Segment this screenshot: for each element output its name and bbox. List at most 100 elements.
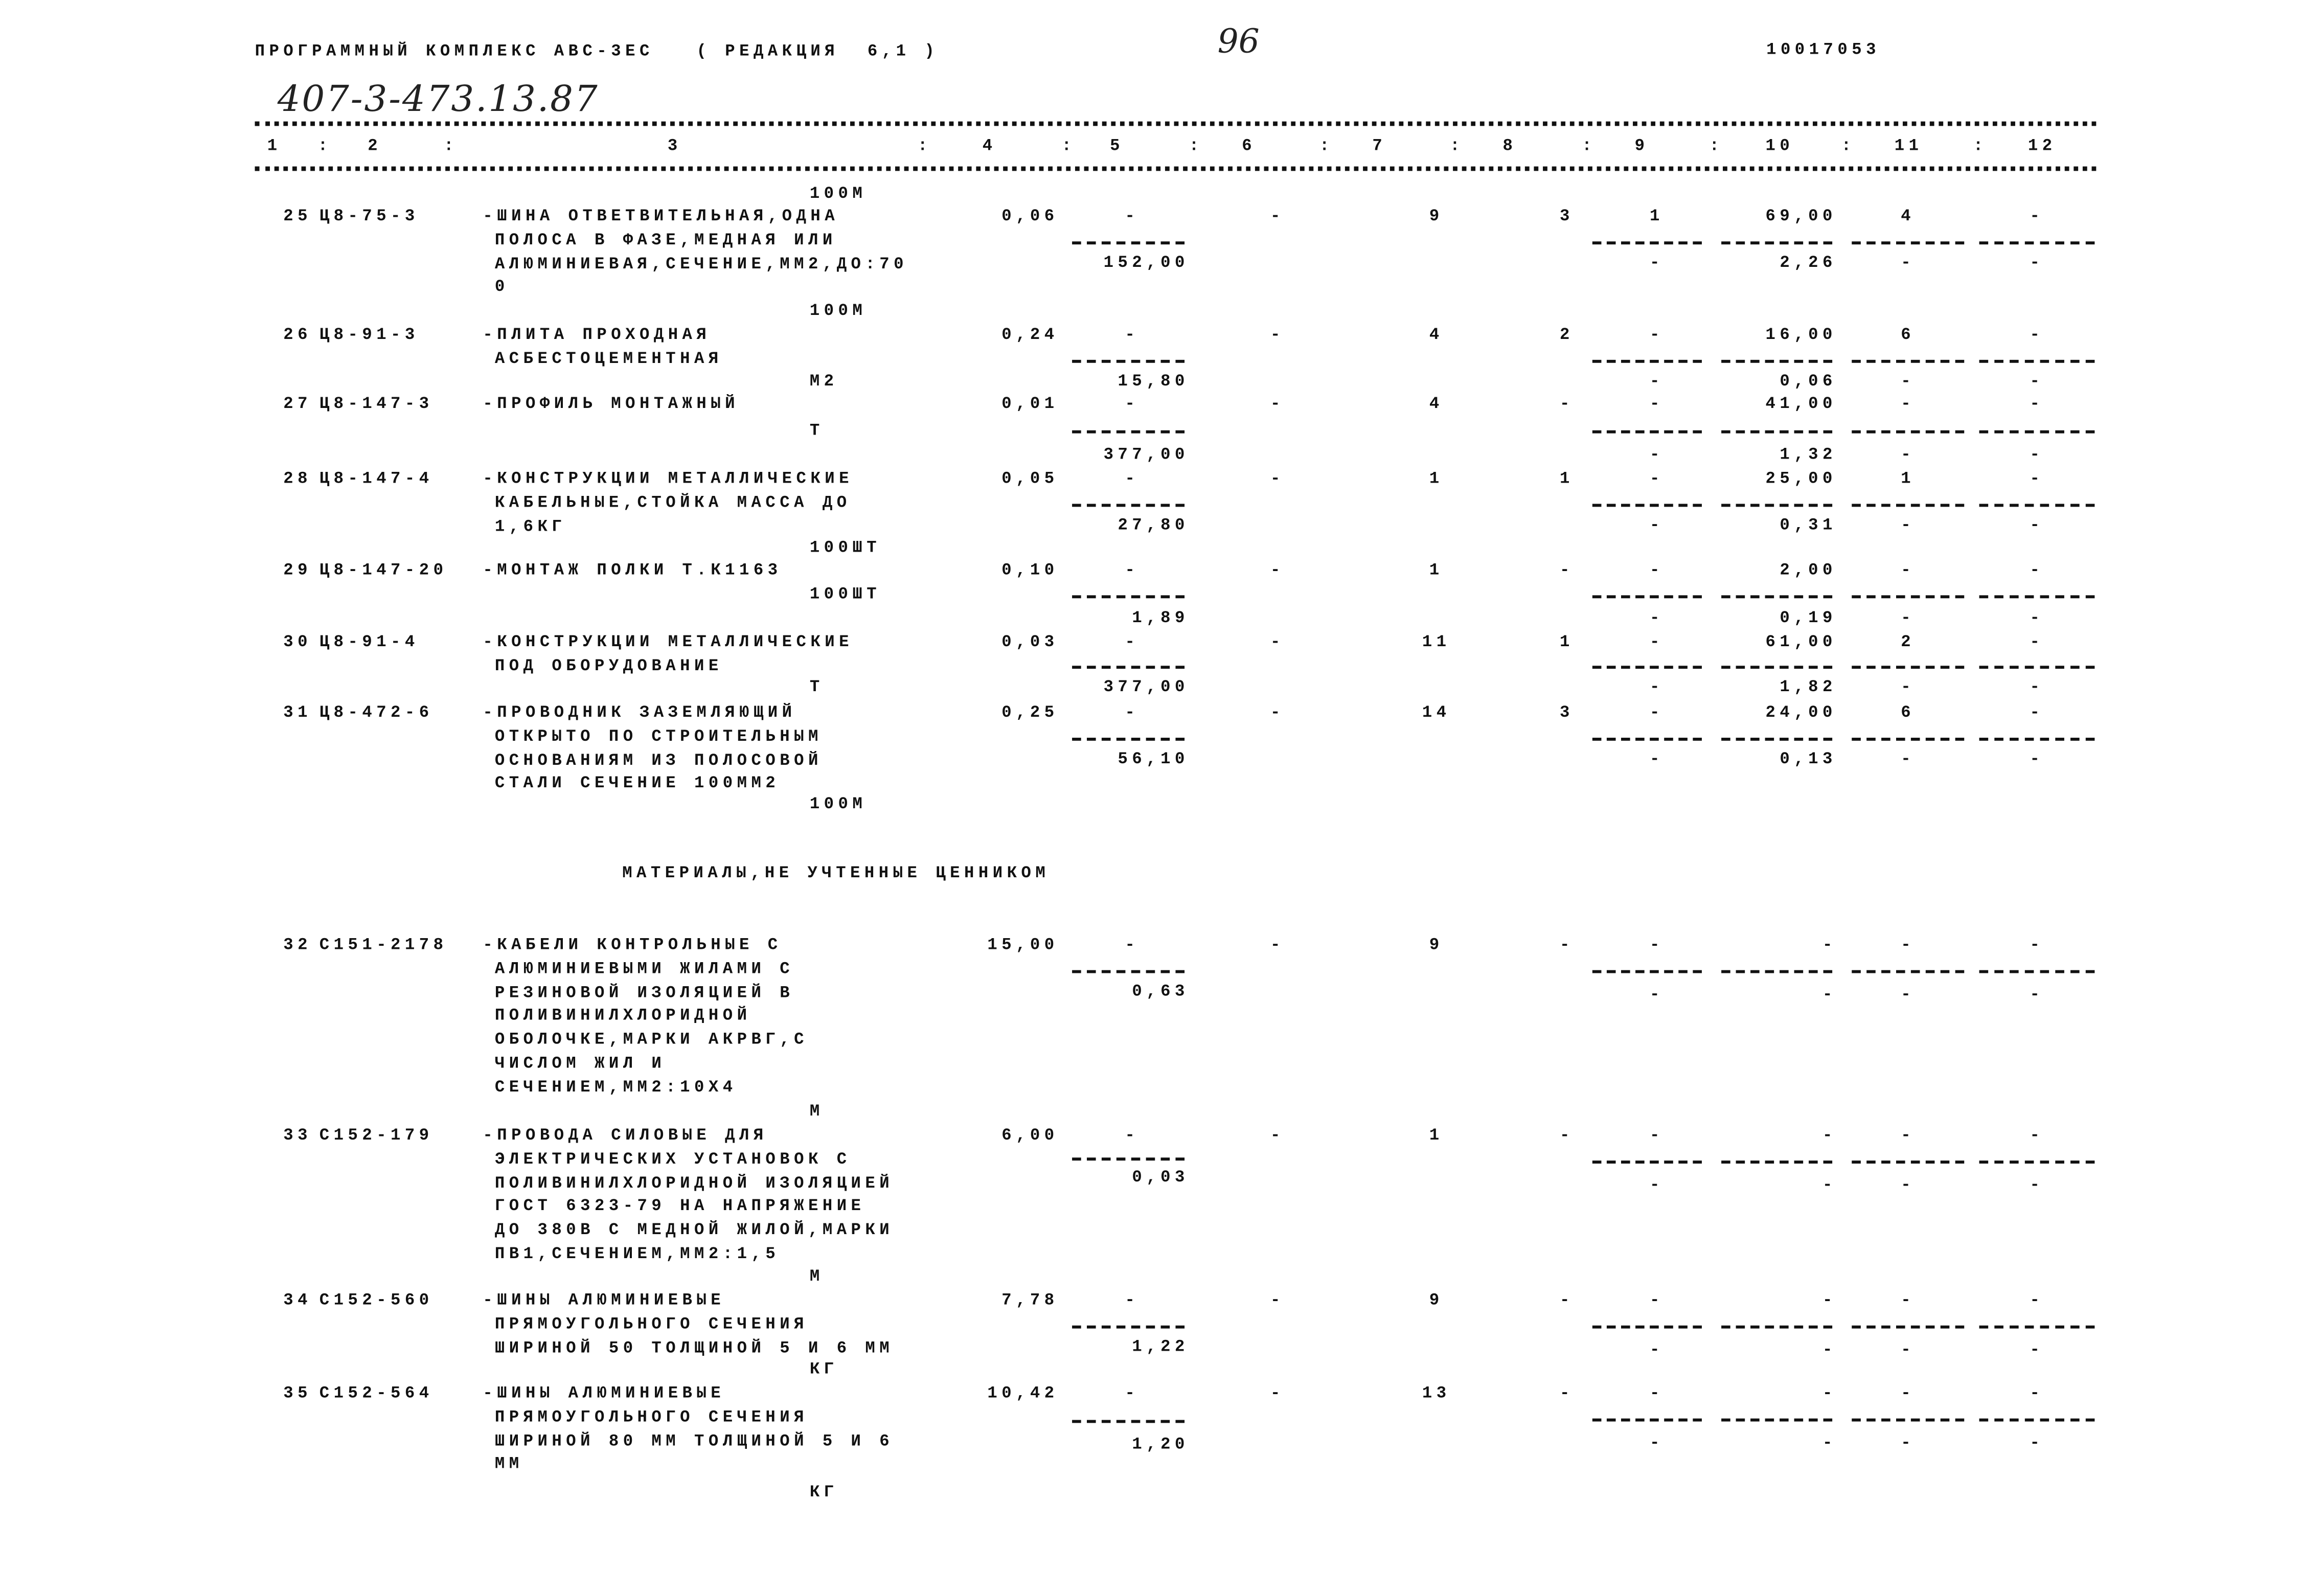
item-description-line: -КАБЕЛИ КОНТРОЛЬНЫЕ С — [483, 937, 782, 955]
col9-value: - — [1649, 396, 1664, 414]
item-code: Ц8-147-4 — [319, 470, 434, 489]
col9-bottom-value: - — [1649, 373, 1664, 392]
col5-bottom-value: 152,00 — [1103, 255, 1189, 273]
col9-divider — [1592, 503, 1702, 506]
col6-value: - — [1270, 937, 1285, 955]
item-number: 34 — [283, 1292, 312, 1311]
col11-value: - — [1901, 937, 1916, 955]
col9-divider — [1592, 1161, 1702, 1164]
item-description-line: ЭЛЕКТРИЧЕСКИХ УСТАНОВОК С — [494, 1151, 851, 1170]
col12-value: - — [2030, 470, 2044, 489]
col9-divider — [1592, 1325, 1702, 1329]
item-description-line: -МОНТАЖ ПОЛКИ Т.К1163 — [483, 562, 782, 581]
item-unit: 100ШТ — [809, 586, 881, 604]
col11-value: 1 — [1901, 470, 1916, 489]
col9-bottom-value: - — [1649, 610, 1664, 628]
col12-divider — [1979, 1161, 2095, 1164]
col9-value: 1 — [1649, 208, 1664, 226]
col7-value: 13 — [1422, 1385, 1451, 1404]
col10-value: 2,00 — [1780, 562, 1837, 581]
item-unit: М2 — [809, 373, 838, 392]
col12-bottom-value: - — [2030, 751, 2044, 769]
col12-divider — [1979, 595, 2095, 599]
col12-value: - — [2030, 1292, 2044, 1311]
col9-divider — [1592, 737, 1702, 740]
item-description-line: ШИРИНОЙ 50 ТОЛЩИНОЙ 5 И 6 ММ — [494, 1339, 894, 1358]
col4-quantity: 0,25 — [1001, 704, 1059, 723]
col9-divider — [1592, 430, 1702, 434]
col5-value: - — [1125, 704, 1140, 723]
item-description-line: АЛЮМИНИЕВЫМИ ЖИЛАМИ С — [494, 961, 794, 979]
item-unit: 100ШТ — [809, 539, 881, 558]
item-description-line: -ШИНА ОТВЕТВИТЕЛЬНАЯ,ОДНА — [483, 208, 839, 226]
item-code: С152-179 — [319, 1127, 434, 1146]
col4-quantity: 0,10 — [1001, 562, 1059, 581]
col7-value: 11 — [1422, 634, 1451, 652]
column-number: 11 — [1894, 138, 1923, 156]
col5-divider — [1072, 1157, 1185, 1161]
column-separator: : — [917, 138, 932, 156]
item-code: С152-560 — [319, 1292, 434, 1311]
col11-bottom-value: - — [1901, 373, 1916, 392]
col12-value: - — [2030, 208, 2044, 226]
col9-bottom-value: - — [1649, 517, 1664, 536]
item-description-line: 0 — [494, 279, 509, 298]
col11-value: 6 — [1901, 327, 1916, 345]
col10-value: - — [1822, 1292, 1837, 1311]
col10-divider — [1721, 503, 1833, 506]
col11-bottom-value: - — [1901, 679, 1916, 697]
item-description-line: АСБЕСТОЦЕМЕНТНАЯ — [494, 350, 723, 369]
item-code: Ц8-472-6 — [319, 704, 434, 723]
item-number: 31 — [283, 704, 312, 723]
col5-divider — [1072, 1325, 1185, 1328]
item-description-line: ПОЛИВИНИЛХЛОРИДНОЙ ИЗОЛЯЦИЕЙ — [494, 1175, 894, 1193]
col9-bottom-value: - — [1649, 1342, 1664, 1360]
item-code: Ц8-147-20 — [319, 562, 448, 581]
item-number: 35 — [283, 1385, 312, 1404]
col11-bottom-value: - — [1901, 1342, 1916, 1360]
col5-divider — [1072, 503, 1185, 506]
column-number: 3 — [667, 138, 682, 156]
header-top-divider — [255, 121, 2097, 126]
col12-value: - — [2030, 327, 2044, 345]
col5-value: - — [1125, 470, 1140, 489]
item-description-line: -ПЛИТА ПРОХОДНАЯ — [483, 327, 711, 345]
col4-quantity: 15,00 — [987, 937, 1059, 955]
column-number: 7 — [1372, 138, 1387, 156]
col11-bottom-value: - — [1901, 255, 1916, 273]
col6-value: - — [1270, 470, 1285, 489]
col4-quantity: 7,78 — [1001, 1292, 1059, 1311]
col12-value: - — [2030, 1385, 2044, 1404]
column-number: 5 — [1110, 138, 1125, 156]
item-unit: КГ — [809, 1361, 838, 1380]
item-number: 32 — [283, 937, 312, 955]
item-code: С151-2178 — [319, 937, 448, 955]
col10-bottom-value: - — [1822, 986, 1837, 1005]
col9-divider — [1592, 240, 1702, 244]
col4-quantity: 10,42 — [987, 1385, 1059, 1404]
col5-divider — [1072, 359, 1185, 362]
item-description-line: ПОЛОСА В ФАЗЕ,МЕДНАЯ ИЛИ — [494, 232, 837, 251]
col11-bottom-value: - — [1901, 517, 1916, 536]
col12-value: - — [2030, 634, 2044, 652]
col8-value: 3 — [1560, 208, 1574, 226]
col5-value: - — [1125, 1127, 1140, 1146]
col5-divider — [1072, 595, 1185, 599]
item-code: Ц8-91-4 — [319, 634, 419, 652]
col6-value: - — [1270, 1385, 1285, 1404]
col12-bottom-value: - — [2030, 255, 2044, 273]
col7-value: 1 — [1429, 1127, 1444, 1146]
col10-value: 41,00 — [1765, 396, 1837, 414]
col11-bottom-value: - — [1901, 751, 1916, 769]
col11-value: - — [1901, 562, 1916, 581]
col9-bottom-value: - — [1649, 986, 1664, 1005]
col12-bottom-value: - — [2030, 986, 2044, 1005]
col5-divider — [1072, 430, 1185, 434]
item-number: 27 — [283, 396, 312, 414]
col10-divider — [1721, 737, 1833, 740]
col11-value: - — [1901, 1127, 1916, 1146]
col6-value: - — [1270, 1292, 1285, 1311]
col10-divider — [1721, 359, 1833, 362]
col9-value: - — [1649, 704, 1664, 723]
col9-divider — [1592, 970, 1702, 973]
